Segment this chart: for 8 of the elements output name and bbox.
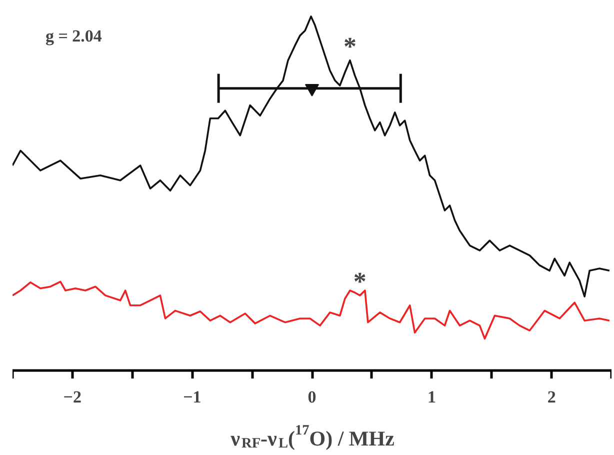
x-tick-label: −1 (183, 388, 202, 407)
annotation: * (343, 32, 356, 61)
annotation: g = 2.04 (45, 26, 102, 46)
x-tick-label: 2 (547, 388, 556, 407)
x-tick-label: 0 (308, 388, 316, 407)
annotation: * (353, 266, 366, 296)
x-tick-label: −2 (63, 388, 82, 407)
x-tick-label: 1 (428, 388, 436, 407)
